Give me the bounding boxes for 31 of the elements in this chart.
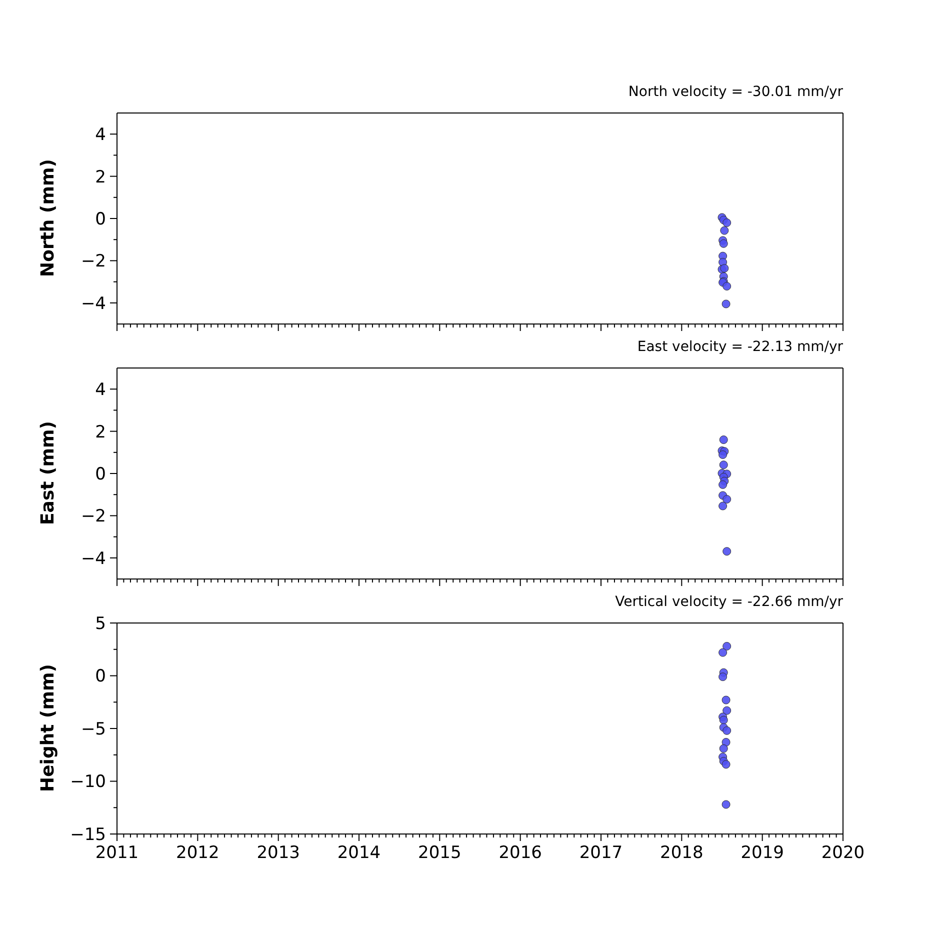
y-axis-title: East (mm) [38,420,58,524]
x-tick-label: 2020 [821,843,865,864]
x-tick-label: 2019 [740,843,784,864]
y-tick-label: 0 [95,666,106,687]
chart-title: East velocity = -22.13 mm/yr [637,339,843,355]
x-tick-label: 2014 [337,843,381,864]
chart-title: North velocity = -30.01 mm/yr [628,84,843,100]
chart-title: Vertical velocity = -22.66 mm/yr [615,594,843,610]
x-tick-label: 2012 [176,843,220,864]
y-tick-label: 4 [95,125,106,146]
x-tick-label: 2013 [256,843,300,864]
y-tick-label: 2 [95,167,106,188]
y-tick-label: −5 [80,719,106,740]
y-axis-title: Height (mm) [38,664,58,792]
y-tick-label: 4 [95,380,106,400]
y-tick-label: 5 [95,614,106,634]
x-tick-label: 2011 [95,843,139,864]
y-tick-label: −4 [80,548,106,569]
y-tick-label: −10 [70,772,106,792]
y-axis-title: North (mm) [38,158,58,276]
x-tick-label: 2016 [498,843,542,864]
y-tick-label: 2 [95,422,106,442]
y-tick-label: −2 [80,506,106,527]
y-tick-label: −15 [70,824,106,845]
y-tick-label: −4 [80,294,106,314]
x-tick-label: 2017 [579,843,623,864]
y-tick-label: 0 [95,209,106,230]
y-tick-label: −2 [80,252,106,272]
y-tick-label: 0 [95,464,106,484]
x-tick-label: 2015 [418,843,462,864]
x-tick-label: 2018 [660,843,704,864]
